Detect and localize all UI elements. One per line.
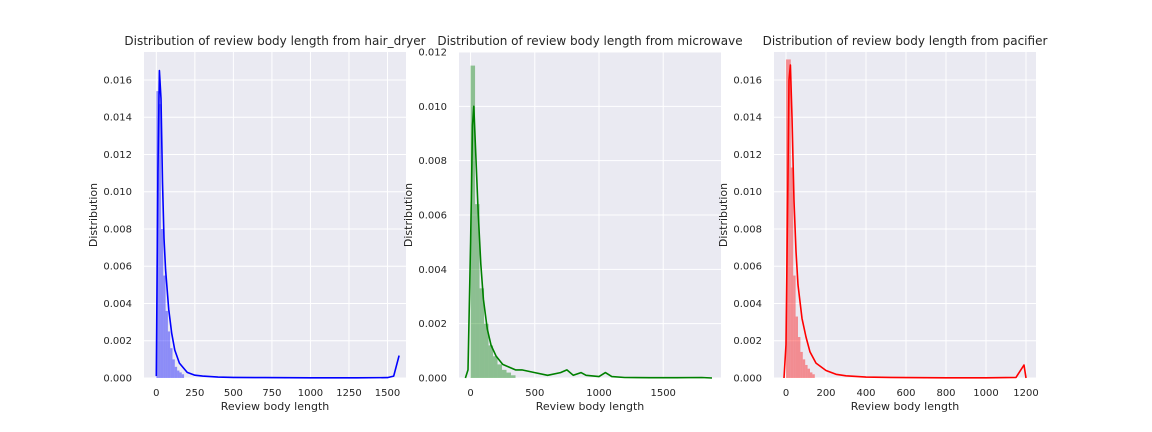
y-tick-label: 0.004 xyxy=(733,299,762,310)
plot-area xyxy=(144,52,406,378)
histogram-bar xyxy=(163,275,166,378)
kde-line xyxy=(783,64,1027,379)
histogram-bar xyxy=(506,372,512,378)
histogram-bar xyxy=(174,366,178,378)
histogram-bar xyxy=(177,370,180,378)
y-tick-label: 0.012 xyxy=(733,150,762,161)
histogram-bar xyxy=(810,372,813,378)
histogram-bar xyxy=(812,374,815,378)
histogram-bar xyxy=(479,288,485,378)
y-tick-label: 0.000 xyxy=(103,374,132,385)
y-tick-label: 0.006 xyxy=(418,211,447,222)
y-tick-label: 0.002 xyxy=(103,336,132,347)
x-tick-label: 750 xyxy=(262,388,281,399)
histogram-bar xyxy=(793,275,796,378)
histogram-bar xyxy=(805,364,808,378)
histogram-bar xyxy=(160,228,164,378)
kde-line xyxy=(155,69,400,379)
x-tick-label: 1500 xyxy=(650,388,675,399)
x-tick-label: 600 xyxy=(896,388,915,399)
histogram-bar xyxy=(167,331,171,378)
chart-title: Distribution of review body length from … xyxy=(437,34,742,48)
x-tick-label: 400 xyxy=(856,388,875,399)
y-tick-label: 0.000 xyxy=(418,374,447,385)
x-tick-label: 1500 xyxy=(375,388,400,399)
x-tick-label: 500 xyxy=(525,388,544,399)
y-tick-label: 0.004 xyxy=(103,299,132,310)
x-tick-label: 800 xyxy=(936,388,955,399)
x-tick-label: 0 xyxy=(153,388,159,399)
histogram-bar xyxy=(788,59,791,379)
y-tick-label: 0.010 xyxy=(418,102,447,113)
histogram-bar xyxy=(807,368,810,378)
kde-line xyxy=(464,105,713,379)
y-tick-label: 0.008 xyxy=(418,156,447,167)
histogram-bar xyxy=(802,359,806,378)
y-axis-label: Distribution xyxy=(87,183,100,247)
y-axis-label: Distribution xyxy=(717,183,730,247)
y-tick-label: 0.008 xyxy=(733,224,762,235)
histogram-bar xyxy=(790,167,794,378)
histogram-bar xyxy=(800,351,803,378)
histogram-bar xyxy=(511,375,516,378)
y-tick-label: 0.006 xyxy=(733,262,762,273)
x-tick-label: 500 xyxy=(224,388,243,399)
histogram-bar xyxy=(484,323,489,378)
y-tick-label: 0.012 xyxy=(103,150,132,161)
x-tick-label: 0 xyxy=(783,388,789,399)
y-tick-label: 0.016 xyxy=(733,75,762,86)
histogram-bar xyxy=(179,372,182,378)
histogram-bar xyxy=(470,65,476,378)
y-tick-label: 0.006 xyxy=(103,262,132,273)
y-axis-label: Distribution xyxy=(402,183,415,247)
y-tick-label: 0.002 xyxy=(418,319,447,330)
histogram-bar xyxy=(170,348,173,378)
plot-area xyxy=(774,52,1036,378)
y-tick-label: 0.002 xyxy=(733,336,762,347)
x-tick-label: 250 xyxy=(185,388,204,399)
histogram-bar xyxy=(493,356,498,378)
histogram-bar xyxy=(795,316,798,378)
subplot-2: 0 500 1000 1500 0.000 0.002 0.004 0.006 0.008 0.0… xyxy=(402,34,743,413)
y-tick-label: 0.004 xyxy=(418,265,447,276)
histogram-bar xyxy=(798,337,801,378)
y-tick-label: 0.012 xyxy=(418,48,447,59)
histogram-bar xyxy=(475,204,480,378)
x-axis-label: Review body length xyxy=(221,400,330,413)
x-tick-label: 200 xyxy=(816,388,835,399)
subplot-1: 0 250 500 750 1000 1250 1500 0.000 0.002 0.004 0.0… xyxy=(87,34,426,413)
x-tick-label: 1000 xyxy=(298,388,323,399)
y-tick-label: 0.014 xyxy=(103,113,132,124)
y-tick-label: 0.010 xyxy=(733,187,762,198)
y-tick-label: 0.010 xyxy=(103,187,132,198)
x-axis-label: Review body length xyxy=(536,400,645,413)
x-tick-label: 0 xyxy=(467,388,473,399)
chart-title: Distribution of review body length from … xyxy=(763,34,1048,48)
histogram-bar xyxy=(165,310,168,378)
histogram-bar xyxy=(181,374,185,378)
histogram-bar xyxy=(488,345,494,378)
y-tick-label: 0.014 xyxy=(733,113,762,124)
histogram-bar xyxy=(158,104,161,378)
x-tick-label: 1250 xyxy=(336,388,361,399)
x-tick-label: 1200 xyxy=(1013,388,1038,399)
x-tick-label: 1000 xyxy=(586,388,611,399)
y-tick-label: 0.000 xyxy=(733,374,762,385)
y-tick-label: 0.016 xyxy=(103,75,132,86)
histogram-bar xyxy=(502,369,507,378)
x-tick-label: 1000 xyxy=(973,388,998,399)
histogram-bar xyxy=(497,364,503,378)
histogram-bar xyxy=(172,359,175,378)
x-axis-label: Review body length xyxy=(851,400,960,413)
y-tick-label: 0.008 xyxy=(103,224,132,235)
subplot-3: 0 200 400 600 800 1000 1200 0.000 0.002 0.004 0.00… xyxy=(717,34,1047,413)
chart-title: Distribution of review body length from … xyxy=(124,34,425,48)
